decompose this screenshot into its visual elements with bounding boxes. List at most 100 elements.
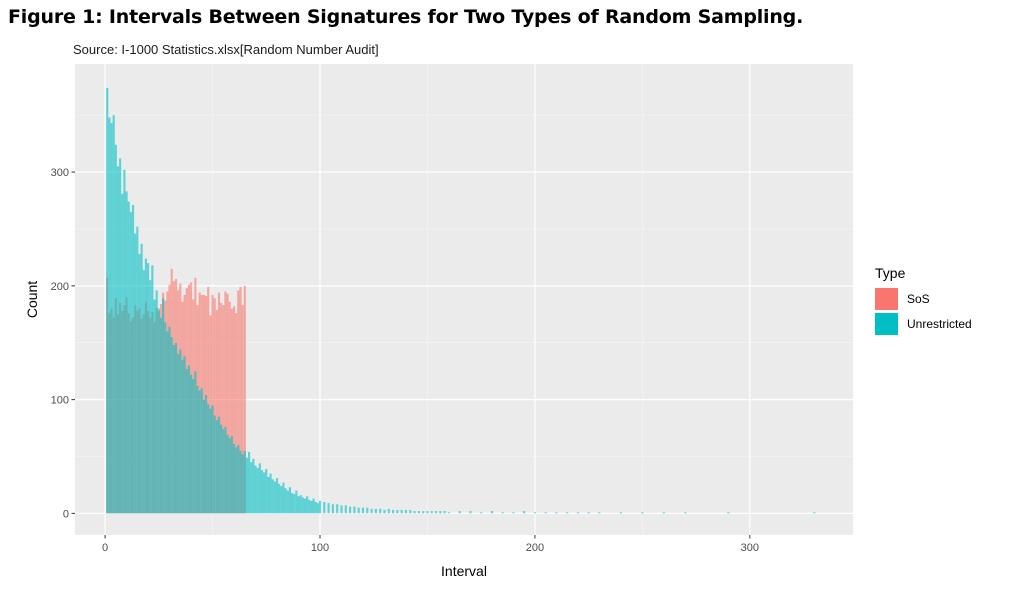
x-axis-title: Interval bbox=[441, 563, 487, 579]
sos-bar bbox=[241, 305, 244, 514]
unrestricted-bar bbox=[316, 503, 319, 514]
unrestricted-bar bbox=[110, 123, 113, 514]
unrestricted-bar bbox=[523, 511, 526, 514]
x-tick-label: 300 bbox=[741, 542, 759, 554]
sos-bar bbox=[226, 293, 229, 514]
unrestricted-bar bbox=[417, 511, 420, 514]
unrestricted-bar bbox=[192, 379, 195, 514]
unrestricted-bar bbox=[512, 512, 515, 514]
unrestricted-bar bbox=[501, 512, 504, 514]
unrestricted-bar bbox=[366, 507, 369, 514]
unrestricted-bar bbox=[166, 331, 169, 514]
unrestricted-bar bbox=[232, 443, 236, 514]
unrestricted-bar bbox=[387, 508, 390, 514]
y-tick-label: 100 bbox=[51, 395, 69, 407]
unrestricted-bar bbox=[131, 205, 135, 514]
unrestricted-bar bbox=[215, 420, 218, 514]
y-tick-label: 200 bbox=[51, 281, 69, 293]
sos-bar bbox=[237, 290, 240, 514]
unrestricted-bar bbox=[263, 472, 266, 514]
sos-bar bbox=[243, 285, 246, 514]
unrestricted-bar bbox=[443, 511, 446, 514]
unrestricted-bar bbox=[205, 395, 208, 514]
legend-title: Type bbox=[875, 265, 906, 281]
unrestricted-bar bbox=[138, 253, 141, 514]
unrestricted-bar bbox=[123, 169, 126, 514]
unrestricted-bar bbox=[119, 158, 122, 514]
unrestricted-bar bbox=[349, 506, 352, 514]
unrestricted-bar bbox=[383, 509, 386, 514]
unrestricted-bar bbox=[308, 499, 311, 514]
unrestricted-bar bbox=[293, 494, 296, 514]
sos-bar bbox=[235, 313, 238, 514]
unrestricted-bar bbox=[136, 226, 139, 514]
unrestricted-bar bbox=[299, 495, 302, 514]
unrestricted-bar bbox=[164, 322, 167, 514]
unrestricted-bar bbox=[619, 512, 622, 514]
unrestricted-bar bbox=[151, 265, 154, 514]
unrestricted-bar bbox=[125, 191, 128, 514]
unrestricted-bar bbox=[170, 337, 173, 514]
unrestricted-bar bbox=[269, 473, 272, 514]
unrestricted-bar bbox=[237, 445, 240, 514]
unrestricted-bar bbox=[336, 504, 339, 514]
y-tick-label: 0 bbox=[63, 508, 69, 520]
unrestricted-bar bbox=[430, 511, 433, 514]
unrestricted-bar bbox=[576, 512, 579, 514]
unrestricted-bar bbox=[357, 507, 360, 514]
unrestricted-bar bbox=[282, 482, 285, 514]
unrestricted-bar bbox=[230, 436, 233, 514]
unrestricted-bar bbox=[198, 390, 201, 514]
unrestricted-bar bbox=[187, 365, 190, 514]
unrestricted-bar bbox=[108, 117, 111, 514]
unrestricted-bar bbox=[228, 438, 231, 514]
x-tick-label: 0 bbox=[102, 542, 108, 554]
unrestricted-bar bbox=[555, 512, 558, 514]
unrestricted-bar bbox=[189, 374, 193, 514]
unrestricted-bar bbox=[598, 512, 601, 514]
unrestricted-bar bbox=[284, 488, 287, 514]
unrestricted-bar bbox=[286, 490, 289, 514]
unrestricted-bar bbox=[310, 500, 313, 514]
unrestricted-bar bbox=[194, 371, 197, 514]
unrestricted-bar bbox=[162, 298, 165, 514]
unrestricted-bar bbox=[153, 299, 156, 514]
unrestricted-bar bbox=[235, 447, 238, 514]
unrestricted-bar bbox=[226, 434, 229, 514]
unrestricted-bar bbox=[202, 399, 206, 514]
unrestricted-bar bbox=[116, 166, 120, 514]
figure-title: Figure 1: Intervals Between Signatures f… bbox=[8, 6, 804, 28]
sos-bar bbox=[211, 294, 214, 514]
unrestricted-bar bbox=[248, 451, 251, 514]
unrestricted-bar bbox=[297, 496, 300, 514]
unrestricted-bar bbox=[179, 349, 182, 514]
unrestricted-bar bbox=[258, 463, 261, 514]
unrestricted-bar bbox=[312, 498, 315, 514]
unrestricted-bar bbox=[267, 476, 270, 514]
sos-bar bbox=[220, 302, 223, 514]
unrestricted-bar bbox=[275, 478, 279, 514]
sos-bar bbox=[232, 306, 236, 514]
x-axis: 0 100 200 300 bbox=[102, 535, 759, 554]
unrestricted-bar bbox=[207, 404, 210, 514]
legend-swatch bbox=[875, 313, 898, 335]
minor-gridlines bbox=[75, 64, 853, 535]
x-tick-label: 100 bbox=[311, 542, 329, 554]
unrestricted-bar bbox=[196, 385, 199, 514]
unrestricted-bar bbox=[288, 487, 291, 514]
unrestricted-bar bbox=[112, 115, 115, 514]
unrestricted-bar bbox=[252, 458, 255, 514]
unrestricted-bar bbox=[280, 486, 283, 514]
unrestricted-bar bbox=[220, 424, 223, 514]
unrestricted-bar bbox=[544, 512, 547, 514]
unrestricted-bar bbox=[239, 450, 242, 514]
unrestricted-bar bbox=[434, 511, 438, 514]
sos-bar bbox=[230, 308, 233, 514]
unrestricted-bar bbox=[318, 500, 322, 514]
unrestricted-bar bbox=[142, 269, 145, 514]
unrestricted-bar bbox=[533, 512, 536, 514]
unrestricted-bar bbox=[121, 193, 124, 514]
unrestricted-bar bbox=[361, 507, 365, 514]
unrestricted-bar bbox=[172, 345, 175, 514]
unrestricted-bar bbox=[155, 290, 158, 514]
